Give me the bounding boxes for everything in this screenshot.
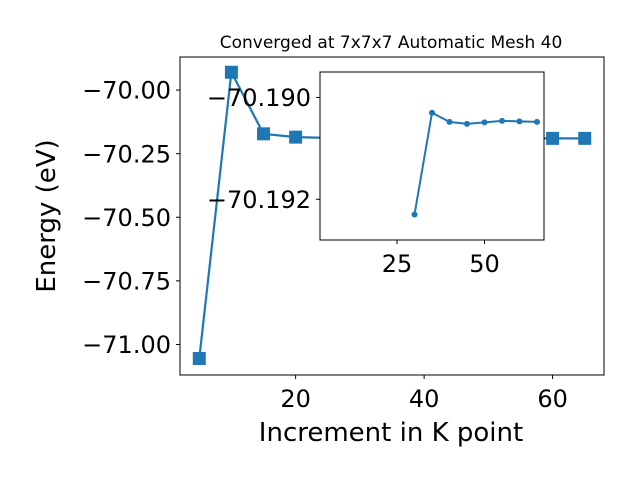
y-axis-label: Energy (eV) xyxy=(32,139,62,292)
main-y-tick-label: −71.00 xyxy=(82,331,171,359)
inset-y-tick-label: −70.190 xyxy=(207,84,311,112)
inset-data-point xyxy=(464,120,470,127)
main-data-point xyxy=(289,130,303,144)
main-x-tick-label: 40 xyxy=(409,385,440,413)
main-data-point xyxy=(578,131,592,145)
inset-x-tick-label: 50 xyxy=(469,250,500,278)
inset-data-point xyxy=(481,119,488,126)
inset-frame xyxy=(319,71,545,241)
inset-y-tick-label: −70.192 xyxy=(207,186,311,214)
chart-title: Converged at 7x7x7 Automatic Mesh 40 xyxy=(220,33,563,53)
x-axis-label: Increment in K point xyxy=(259,418,523,448)
inset-background xyxy=(320,72,544,240)
main-x-tick-label: 60 xyxy=(537,385,568,413)
inset-data-point xyxy=(499,117,505,124)
main-y-tick-label: −70.75 xyxy=(82,268,171,296)
main-data-point xyxy=(224,65,238,79)
main-y-tick-label: −70.00 xyxy=(82,77,171,105)
inset-data-point xyxy=(411,211,418,218)
inset-data-point xyxy=(446,118,453,125)
main-data-point xyxy=(257,127,271,141)
main-x-tick-label: 20 xyxy=(280,385,311,413)
inset-data-point xyxy=(429,109,435,116)
main-y-tick-label: −70.25 xyxy=(82,140,171,168)
inset-data xyxy=(411,109,540,218)
inset-data-point xyxy=(534,118,540,125)
main-frame xyxy=(179,56,605,376)
inset-plot-area: 25 50 −70.192 −70.190 xyxy=(207,71,545,278)
main-y-tick-label: −70.50 xyxy=(82,204,171,232)
main-data-point xyxy=(546,131,560,145)
inset-data-point xyxy=(516,118,523,125)
inset-x-tick-label: 25 xyxy=(382,250,413,278)
main-data-point xyxy=(192,351,206,365)
